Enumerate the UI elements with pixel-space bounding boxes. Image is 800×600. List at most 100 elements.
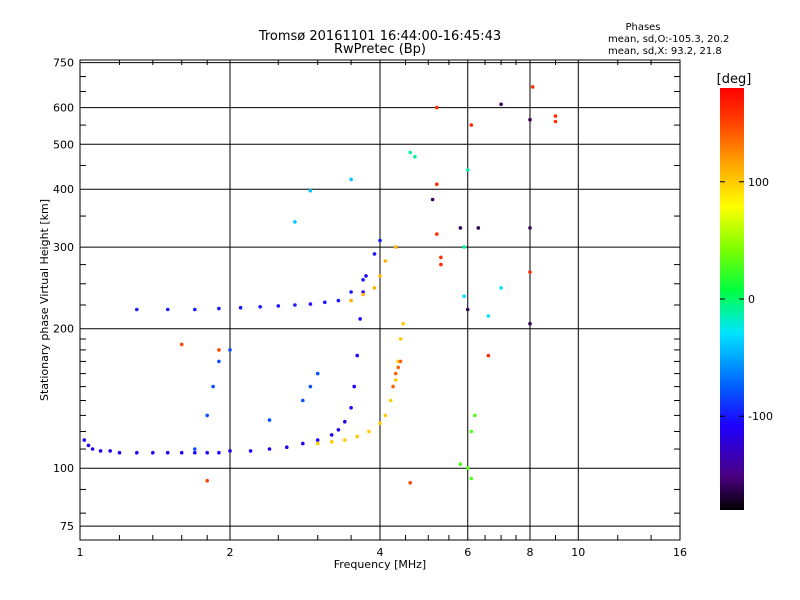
data-point: [308, 188, 313, 193]
data-point: [465, 307, 470, 312]
data-point: [408, 481, 413, 485]
data-point: [343, 419, 347, 424]
data-point: [165, 307, 170, 312]
data-point: [151, 450, 155, 455]
data-point: [205, 478, 209, 483]
data-point: [388, 398, 393, 403]
data-point: [108, 449, 112, 453]
data-point: [323, 300, 327, 305]
data-point: [435, 232, 439, 236]
data-point: [301, 398, 305, 403]
chart-title: Tromsø 20161101 16:44:00-16:45:43: [258, 29, 501, 44]
data-point: [435, 105, 439, 110]
x-tick-label: 8: [527, 546, 534, 559]
data-point: [329, 440, 334, 444]
data-point: [435, 182, 439, 186]
data-point: [408, 150, 413, 155]
data-point: [469, 476, 474, 481]
data-point: [361, 292, 365, 297]
data-point: [378, 274, 382, 278]
x-tick-label: 16: [673, 546, 687, 559]
data-point: [398, 337, 403, 341]
data-point: [499, 102, 503, 107]
data-point: [228, 449, 232, 453]
x-tick-label: 10: [571, 546, 585, 559]
data-point: [553, 119, 558, 124]
data-point: [285, 445, 289, 450]
data-point: [343, 438, 347, 442]
data-points: [82, 85, 558, 485]
data-point: [276, 304, 281, 308]
data-point: [86, 443, 91, 448]
chart-subtitle: RwPretec (Bp): [334, 42, 426, 57]
data-point: [193, 307, 197, 312]
data-point: [238, 305, 243, 310]
data-point: [336, 428, 341, 432]
data-point: [217, 359, 221, 364]
data-point: [315, 438, 320, 442]
x-axis-ticks: 1 2 4 6 8 10 16: [77, 60, 687, 559]
x-axis-label: Frequency [MHz]: [334, 558, 426, 571]
data-point: [205, 450, 209, 455]
data-point: [378, 421, 382, 426]
y-tick-label: 75: [60, 520, 74, 533]
data-point: [352, 384, 357, 389]
y-tick-label: 200: [53, 323, 74, 336]
y-tick-label: 500: [53, 138, 74, 151]
grid: [80, 60, 680, 540]
data-point: [462, 245, 466, 249]
data-point: [473, 413, 477, 418]
data-point: [499, 286, 503, 290]
data-point: [398, 359, 403, 364]
data-point: [98, 449, 103, 453]
data-point: [378, 238, 382, 243]
data-point: [135, 450, 139, 455]
data-point: [383, 413, 388, 418]
data-point: [528, 117, 532, 122]
data-point: [528, 226, 532, 230]
data-point: [528, 270, 532, 274]
data-point: [349, 298, 353, 303]
data-point: [217, 450, 221, 455]
data-point: [528, 321, 532, 326]
colorbar-tick-label: -100: [748, 410, 773, 423]
colorbar-tick-label: 100: [748, 176, 769, 189]
stats-line-x: mean, sd,X: 93.2, 21.8: [608, 46, 722, 57]
data-point: [248, 449, 253, 453]
data-point: [228, 348, 232, 352]
data-point: [193, 447, 197, 451]
data-point: [372, 252, 377, 256]
stats-heading: Phases: [625, 22, 660, 33]
data-point: [336, 298, 341, 303]
data-point: [469, 429, 474, 434]
data-point: [465, 466, 470, 471]
data-point: [315, 371, 320, 376]
data-point: [258, 305, 263, 309]
data-point: [486, 353, 491, 358]
y-tick-label: 400: [53, 183, 74, 196]
data-point: [211, 384, 215, 389]
colorbar-tick-label: 0: [748, 293, 755, 306]
y-tick-label: 750: [53, 57, 74, 70]
y-tick-label: 100: [53, 462, 74, 475]
y-tick-label: 300: [53, 241, 74, 254]
data-point: [393, 371, 398, 376]
data-point: [205, 413, 209, 418]
data-point: [465, 168, 470, 172]
data-point: [82, 438, 87, 442]
y-axis-label: Stationary phase Virtual Height [km]: [38, 199, 51, 401]
plot-frame: [79, 59, 681, 541]
data-point: [361, 290, 365, 294]
data-point: [361, 278, 365, 282]
x-tick-label: 6: [464, 546, 471, 559]
y-tick-label: 600: [53, 102, 74, 115]
data-point: [372, 286, 377, 290]
data-point: [308, 384, 313, 389]
colorbar-label: [deg]: [717, 72, 752, 87]
data-point: [267, 447, 272, 451]
data-point: [469, 123, 474, 127]
data-point: [301, 441, 305, 446]
data-point: [364, 274, 368, 278]
data-point: [439, 262, 443, 267]
